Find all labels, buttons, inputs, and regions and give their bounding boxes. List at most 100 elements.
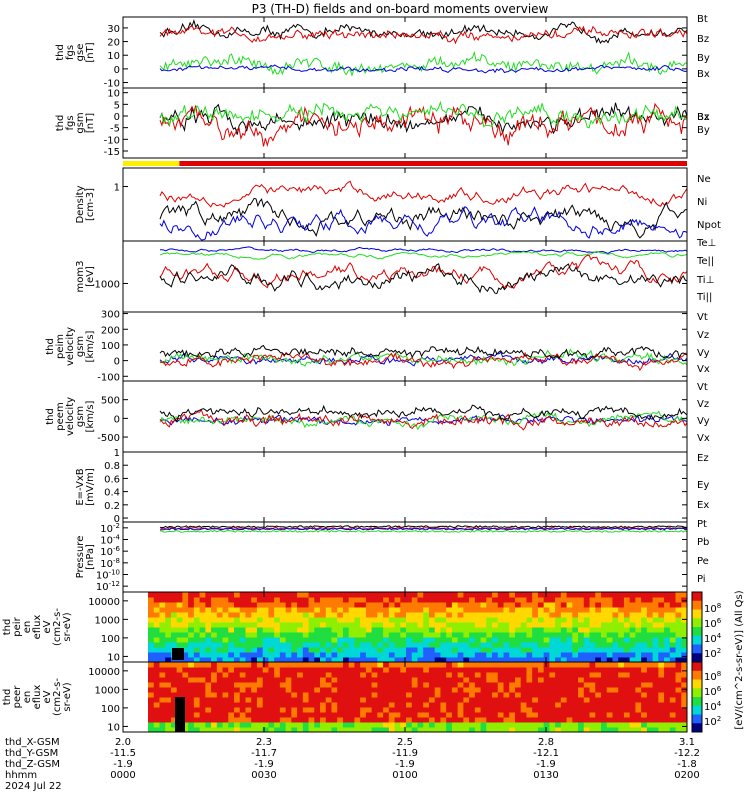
- colorbar-upper-segment: [692, 644, 702, 654]
- spectrogram-cell: [606, 727, 613, 733]
- y-axis-label-line: (cm2-s-: [52, 608, 63, 646]
- spectrogram-cell: [566, 657, 573, 663]
- spectrogram-cell: [325, 602, 332, 608]
- spectrogram-cell: [543, 692, 550, 698]
- spectrogram-cell: [199, 592, 206, 598]
- spectrogram-cell: [256, 677, 264, 683]
- spectrogram-cell: [291, 592, 298, 598]
- spectrogram-cell: [354, 657, 361, 663]
- spectrogram-cell: [394, 602, 401, 608]
- spectrogram-cell: [595, 727, 602, 733]
- spectrogram-cell: [474, 652, 482, 658]
- spectrogram-cell: [635, 652, 642, 658]
- spectrogram-cell: [320, 592, 327, 598]
- spectrogram-cell: [274, 717, 281, 723]
- spectrogram-cell: [417, 682, 424, 688]
- y-tick-label: 0: [114, 514, 120, 525]
- spectrogram-cell: [262, 612, 269, 618]
- spectrogram-cell: [291, 682, 298, 688]
- spectrogram-cell: [583, 642, 591, 648]
- spectrogram-cell: [302, 722, 310, 728]
- spectrogram-cell: [566, 637, 573, 643]
- spectrogram-cell: [566, 607, 573, 613]
- spectrogram-cell: [417, 657, 424, 663]
- spectrogram-cell: [658, 682, 665, 688]
- spectrogram-cell: [583, 692, 591, 698]
- spectrogram-cell: [514, 692, 522, 698]
- spectrogram-cell: [325, 592, 332, 598]
- spectrogram-cell: [664, 592, 671, 598]
- spectrogram-cell: [148, 667, 155, 673]
- spectrogram-cell: [234, 662, 241, 668]
- spectrogram-cell: [371, 692, 378, 698]
- spectrogram-cell: [514, 687, 522, 693]
- y-axis-label-line: eflux: [32, 685, 43, 710]
- spectrogram-cell: [159, 672, 166, 678]
- spectrogram-cell: [325, 662, 332, 668]
- spectrogram-cell: [463, 677, 470, 683]
- spectrogram-cell: [497, 712, 505, 718]
- spectrogram-cell: [325, 627, 332, 633]
- spectrogram-cell: [503, 697, 510, 703]
- spectrogram-cell: [600, 642, 608, 648]
- spectrogram-cell: [440, 712, 447, 718]
- spectrogram-cell: [268, 647, 275, 653]
- legend-Vy: Vy: [697, 416, 710, 427]
- spectrogram-cell: [658, 687, 665, 693]
- spectrogram-cell: [148, 657, 155, 663]
- spectrogram-cell: [148, 597, 155, 603]
- spectrogram-cell: [268, 657, 275, 663]
- spectrogram-cell: [583, 632, 591, 638]
- spectrogram-cell: [394, 637, 401, 643]
- spectrogram-cell: [148, 607, 155, 613]
- spectrogram-cell: [423, 702, 430, 708]
- legend-Bz: Bz: [697, 34, 709, 45]
- spectrogram-cell: [618, 637, 625, 643]
- x-axis-row-label: thd_X-GSM: [5, 737, 60, 748]
- spectrogram-cell: [297, 642, 304, 648]
- colorbar-lower-frame: [691, 661, 703, 733]
- x-axis-value: 0100: [392, 770, 417, 781]
- spectrogram-cell: [514, 722, 522, 728]
- spectrogram-cell: [618, 647, 625, 653]
- spectrogram-cell: [635, 677, 642, 683]
- spectrogram-cell: [446, 652, 453, 658]
- spectrogram-cell: [589, 707, 596, 713]
- spectrogram-cell: [302, 687, 310, 693]
- series-line-Ti||: [159, 263, 688, 295]
- spectrogram-cell: [371, 687, 378, 693]
- spectrogram-cell: [360, 617, 367, 623]
- spectrogram-cell: [434, 602, 441, 608]
- spectrogram-cell: [623, 712, 631, 718]
- spectrogram-cell: [600, 592, 608, 598]
- x-axis-row-label: hhmm: [5, 770, 37, 781]
- spectrogram-cell: [302, 602, 310, 608]
- spectrogram-cell: [532, 682, 539, 688]
- spectrogram-cell: [681, 652, 688, 658]
- spectrogram-cell: [239, 632, 246, 638]
- spectrogram-cell: [302, 727, 310, 733]
- spectrogram-cell: [188, 637, 195, 643]
- spectrogram-cell: [279, 697, 287, 703]
- spectrogram-cell: [211, 687, 218, 693]
- mode-bar-red: [179, 161, 687, 166]
- spectrogram-cell: [669, 607, 677, 613]
- spectrogram-cell: [606, 617, 613, 623]
- spectrogram-cell: [331, 637, 338, 643]
- spectrogram-cell: [342, 687, 350, 693]
- spectrogram-cell: [566, 717, 573, 723]
- spectrogram-cell: [492, 707, 499, 713]
- y-axis-label-line: eflux: [32, 615, 43, 640]
- spectrogram-cell: [606, 627, 613, 633]
- spectrogram-cell: [486, 722, 493, 728]
- spectrogram-cell: [578, 612, 585, 618]
- spectrogram-cell: [205, 657, 212, 663]
- spectrogram-cell: [320, 602, 327, 608]
- spectrogram-cell: [308, 632, 315, 638]
- spectrogram-cell: [497, 637, 505, 643]
- spectrogram-cell: [262, 697, 269, 703]
- spectrogram-cell: [629, 662, 636, 668]
- spectrogram-cell: [245, 642, 252, 648]
- spectrogram-cell: [589, 702, 596, 708]
- spectrogram-cell: [279, 672, 287, 678]
